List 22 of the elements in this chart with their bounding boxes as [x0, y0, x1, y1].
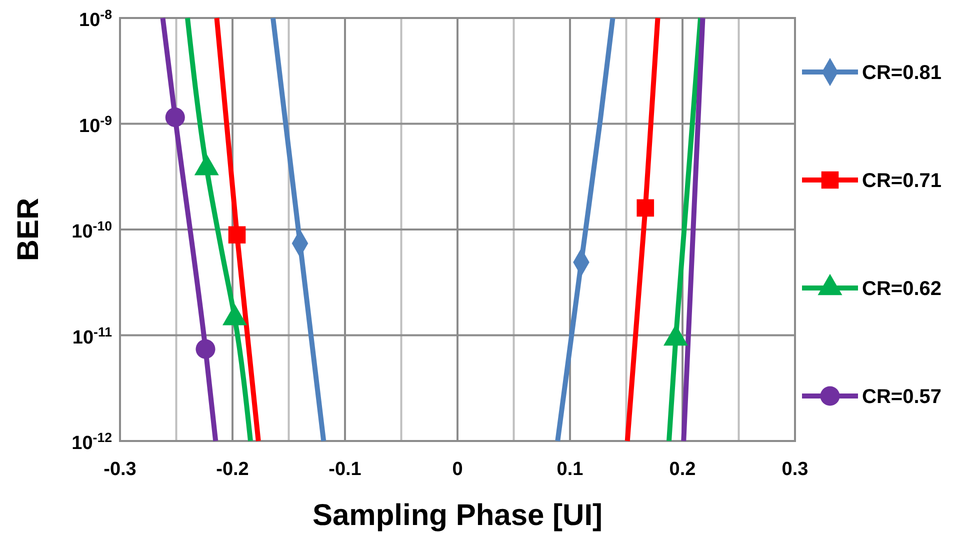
x-tick-label: 0.3: [782, 459, 808, 480]
legend-label: CR=0.62: [862, 278, 942, 300]
x-tick-label: 0.2: [669, 459, 696, 480]
x-tick-label: 0.1: [556, 459, 584, 480]
legend-label: CR=0.81: [862, 62, 942, 84]
x-tick-label: -0.3: [104, 459, 136, 480]
legend-label: CR=0.71: [862, 170, 942, 192]
y-tick-label: 10$^{-9}$: [79, 112, 112, 137]
x-tick-label: -0.2: [216, 459, 249, 480]
point: [636, 199, 654, 217]
y-tick-label: 10$^{-8}$: [79, 6, 112, 31]
x-axis-title: Sampling Phase [UI]: [312, 499, 603, 532]
point: [228, 226, 246, 244]
y-axis-title: BER: [12, 197, 45, 262]
y-tick-label: 10$^{-11}$: [72, 324, 113, 348]
point: [165, 108, 185, 128]
x-tick-label: -0.1: [328, 459, 362, 480]
y-tick-label: 10$^{-10}$: [72, 218, 112, 242]
point: [196, 339, 216, 359]
x-tick-label: 0: [452, 459, 463, 480]
legend-label: CR=0.57: [862, 386, 942, 408]
y-tick-label: 10$^{-12}$: [72, 430, 112, 454]
